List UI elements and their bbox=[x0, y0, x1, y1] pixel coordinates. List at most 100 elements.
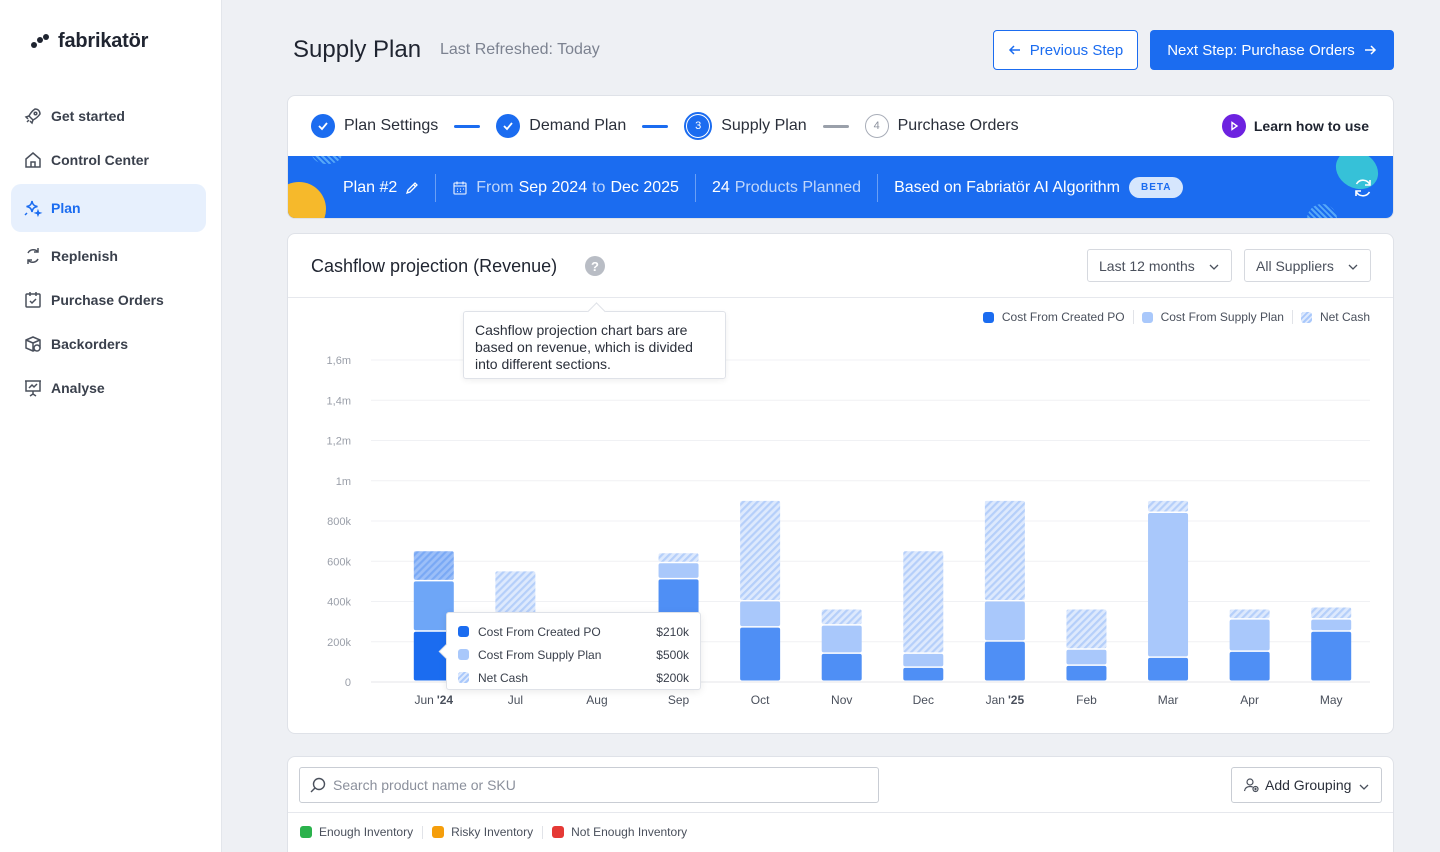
user-group-icon bbox=[1243, 778, 1259, 793]
plan-info-bar: Plan #2 From Sep 2024 to Dec 2025 24 Pro… bbox=[288, 156, 1393, 218]
sidebar-item-analyse[interactable]: Analyse bbox=[11, 366, 206, 410]
supplier-select[interactable]: All Suppliers bbox=[1244, 249, 1371, 282]
tooltip-value: $200k bbox=[656, 670, 689, 685]
bar-segment-cost-from-supply-plan[interactable] bbox=[413, 581, 454, 631]
sidebar: fabrikatör Get started Control Center Pl… bbox=[0, 0, 222, 852]
rocket-icon bbox=[24, 108, 41, 125]
previous-step-button[interactable]: Previous Step bbox=[993, 30, 1138, 70]
pencil-icon[interactable] bbox=[405, 181, 419, 195]
step-label: Purchase Orders bbox=[897, 117, 1019, 134]
bar-segment-cost-from-supply-plan[interactable] bbox=[1311, 619, 1352, 631]
x-tick-label: Mar bbox=[1158, 693, 1179, 707]
sidebar-item-backorders[interactable]: Backorders bbox=[11, 322, 206, 366]
help-tooltip: Cashflow projection chart bars are based… bbox=[463, 311, 726, 379]
search-input[interactable] bbox=[333, 777, 853, 793]
chevron-down-icon bbox=[1348, 264, 1358, 270]
bar-stack[interactable] bbox=[984, 500, 1025, 681]
bar-segment-net-cash[interactable] bbox=[821, 609, 862, 625]
bar-segment-net-cash[interactable] bbox=[658, 553, 699, 562]
legend-item-not-enough: Not Enough Inventory bbox=[552, 825, 687, 839]
bar-segment-cost-from-created-po[interactable] bbox=[1229, 651, 1270, 681]
sidebar-item-label: Purchase Orders bbox=[51, 292, 164, 308]
sidebar-item-replenish[interactable]: Replenish bbox=[11, 234, 206, 278]
sidebar-item-purchase-orders[interactable]: Purchase Orders bbox=[11, 278, 206, 322]
bar-segment-cost-from-created-po[interactable] bbox=[984, 641, 1025, 681]
supplier-select-value: All Suppliers bbox=[1256, 257, 1334, 274]
play-icon bbox=[1221, 114, 1246, 138]
sidebar-item-label: Analyse bbox=[51, 380, 105, 396]
bar-stack[interactable] bbox=[1148, 500, 1189, 681]
brand-name: fabrikatör bbox=[58, 30, 149, 52]
status-swatch bbox=[432, 826, 445, 838]
bar-segment-net-cash[interactable] bbox=[903, 551, 944, 653]
bar-stack[interactable] bbox=[1311, 607, 1352, 681]
bar-segment-net-cash[interactable] bbox=[1311, 607, 1352, 619]
sidebar-item-control-center[interactable]: Control Center bbox=[11, 138, 206, 182]
step-supply-plan[interactable]: 3 Supply Plan bbox=[684, 112, 807, 140]
check-icon bbox=[311, 114, 335, 138]
bar-hover-tooltip: Cost From Created PO $210k Cost From Sup… bbox=[446, 612, 701, 690]
legend-swatch bbox=[1300, 311, 1312, 323]
next-step-button[interactable]: Next Step: Purchase Orders bbox=[1150, 30, 1394, 70]
bar-segment-cost-from-created-po[interactable] bbox=[1148, 657, 1189, 681]
bar-stack[interactable] bbox=[1229, 609, 1270, 681]
sidebar-item-plan[interactable]: Plan bbox=[11, 184, 206, 232]
sync-icon[interactable] bbox=[1351, 176, 1375, 200]
bar-segment-cost-from-supply-plan[interactable] bbox=[984, 601, 1025, 641]
bar-segment-cost-from-supply-plan[interactable] bbox=[1066, 649, 1107, 665]
x-tick-label: Dec bbox=[913, 693, 934, 707]
bar-segment-net-cash[interactable] bbox=[984, 500, 1025, 600]
step-purchase-orders[interactable]: 4 Purchase Orders bbox=[864, 114, 1019, 138]
bar-segment-cost-from-created-po[interactable] bbox=[903, 667, 944, 681]
bar-stack[interactable] bbox=[740, 500, 781, 681]
bar-segment-cost-from-supply-plan[interactable] bbox=[821, 625, 862, 653]
learn-how-to-use-link[interactable]: Learn how to use bbox=[1221, 114, 1369, 138]
products-count: 24 bbox=[711, 178, 730, 196]
legend-item-created-po[interactable]: Cost From Created PO bbox=[982, 310, 1125, 324]
bar-segment-cost-from-supply-plan[interactable] bbox=[658, 563, 699, 578]
bar-segment-cost-from-created-po[interactable] bbox=[413, 631, 454, 681]
bar-segment-cost-from-created-po[interactable] bbox=[821, 653, 862, 681]
chevron-down-icon bbox=[1209, 264, 1219, 270]
decoration-shape bbox=[1307, 204, 1337, 218]
brand-logo[interactable]: fabrikatör bbox=[30, 30, 148, 53]
legend-label: Not Enough Inventory bbox=[571, 825, 688, 839]
bar-segment-net-cash[interactable] bbox=[1229, 609, 1270, 619]
bar-segment-cost-from-supply-plan[interactable] bbox=[1148, 512, 1189, 657]
bar-segment-cost-from-supply-plan[interactable] bbox=[903, 653, 944, 667]
step-demand-plan[interactable]: Demand Plan bbox=[496, 114, 626, 138]
tooltip-row: Cost From Supply Plan $500k bbox=[458, 643, 689, 666]
legend-swatch bbox=[982, 311, 994, 323]
help-icon[interactable]: ? bbox=[585, 256, 605, 276]
step-number-current: 3 bbox=[684, 112, 713, 140]
bar-segment-cost-from-created-po[interactable] bbox=[1311, 631, 1352, 681]
x-tick-label: Nov bbox=[831, 693, 852, 707]
x-tick-label: Apr bbox=[1240, 693, 1259, 707]
check-icon bbox=[496, 114, 521, 138]
bar-segment-net-cash[interactable] bbox=[1066, 609, 1107, 649]
divider bbox=[288, 812, 1393, 813]
sidebar-item-get-started[interactable]: Get started bbox=[11, 94, 206, 138]
bar-stack[interactable] bbox=[413, 551, 454, 681]
legend-swatch bbox=[1141, 311, 1153, 323]
period-select[interactable]: Last 12 months bbox=[1087, 249, 1232, 282]
bar-segment-cost-from-supply-plan[interactable] bbox=[1229, 619, 1270, 651]
bar-segment-cost-from-created-po[interactable] bbox=[1066, 665, 1107, 681]
decoration-shape bbox=[312, 156, 342, 164]
bar-segment-net-cash[interactable] bbox=[1148, 500, 1189, 512]
bar-segment-cost-from-supply-plan[interactable] bbox=[740, 601, 781, 627]
legend-item-supply-plan[interactable]: Cost From Supply Plan bbox=[1141, 310, 1284, 324]
date-to-label: to bbox=[592, 178, 606, 196]
bar-segment-net-cash[interactable] bbox=[413, 551, 454, 580]
bar-stack[interactable] bbox=[821, 609, 862, 681]
y-tick-label: 1m bbox=[336, 476, 351, 488]
legend-item-net-cash[interactable]: Net Cash bbox=[1300, 310, 1370, 324]
y-tick-label: 600k bbox=[327, 556, 351, 568]
bar-segment-net-cash[interactable] bbox=[740, 500, 781, 600]
add-grouping-button[interactable]: Add Grouping bbox=[1231, 767, 1382, 803]
step-plan-settings[interactable]: Plan Settings bbox=[311, 114, 438, 138]
bar-segment-cost-from-created-po[interactable] bbox=[740, 627, 781, 681]
bar-stack[interactable] bbox=[903, 551, 944, 681]
arrow-right-icon bbox=[1364, 45, 1376, 55]
bar-stack[interactable] bbox=[1066, 609, 1107, 681]
